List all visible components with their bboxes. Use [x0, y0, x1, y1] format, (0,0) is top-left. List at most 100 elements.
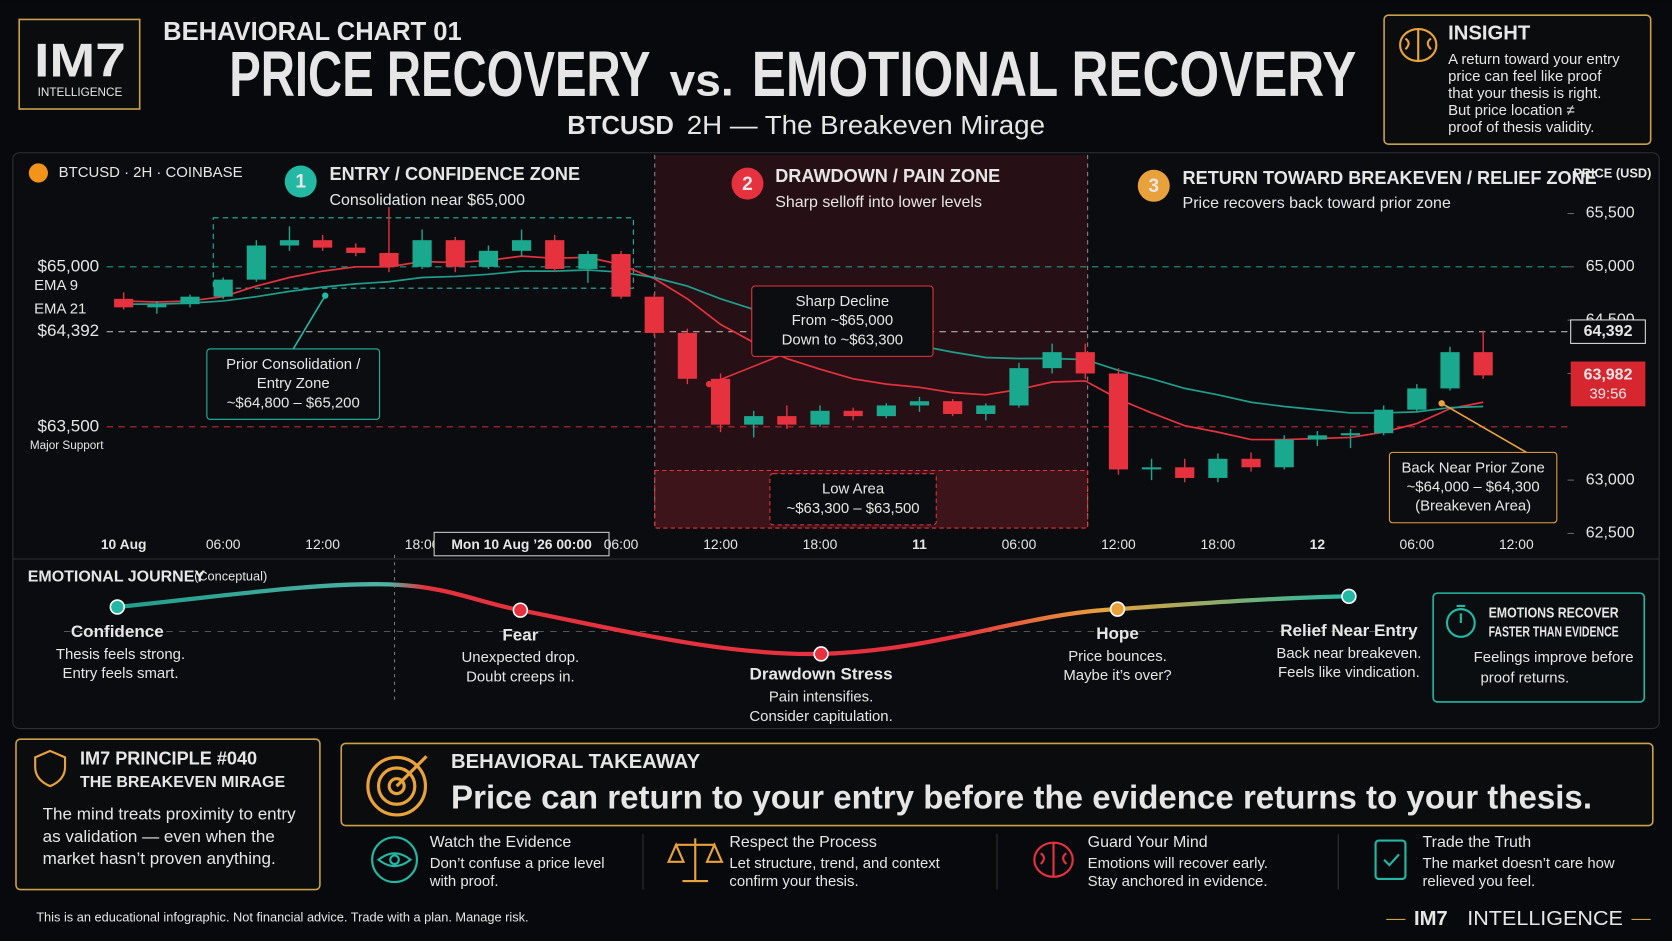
title-left: PRICE RECOVERY [229, 38, 650, 110]
arrow-head [705, 380, 713, 388]
candle-body [1407, 388, 1427, 410]
annotation-text: Prior Consolidation / [226, 356, 361, 373]
x-tick-label: 18:00 [803, 536, 838, 552]
zone-number: 1 [295, 172, 306, 193]
candle-body [710, 378, 731, 425]
tip-text: Stay anchored in evidence. [1088, 873, 1268, 890]
y-axis-title: PRICE (USD) [1573, 165, 1651, 180]
chart-panel [12, 152, 1660, 730]
candle-body [279, 240, 300, 246]
candle-body [1374, 409, 1394, 434]
x-tick-label: 10 Aug [101, 536, 147, 552]
title-right: EMOTIONAL RECOVERY [752, 38, 1357, 110]
candle-body [644, 296, 664, 333]
candle-body [511, 240, 532, 251]
candle-body [843, 410, 863, 417]
annotation-text: From ~$65,000 [792, 312, 894, 329]
countdown: 39:56 [1589, 386, 1626, 403]
x-tick-label: 12 [1310, 536, 1326, 552]
tip-title: Respect the Process [729, 834, 876, 851]
annotation-box [206, 348, 381, 420]
y-tick-label: 65,500 [1586, 205, 1635, 222]
candle-body [876, 405, 896, 417]
callout-text: Feelings improve before [1474, 649, 1634, 666]
tip-text: relieved you feel. [1422, 873, 1535, 890]
annotation-box [769, 473, 937, 526]
callout-title: FASTER THAN EVIDENCE [1489, 624, 1619, 641]
x-tick-label: 06:00 [1002, 536, 1037, 552]
footer-brand-sub: INTELLIGENCE [1467, 908, 1623, 930]
candle-body [1208, 458, 1228, 478]
disclaimer: This is an educational infographic. Not … [36, 910, 528, 925]
insight-text: that your thesis is right. [1448, 85, 1601, 102]
annotation-text: (Breakeven Area) [1415, 498, 1531, 515]
price-label-box [1570, 319, 1646, 344]
stage-dot [813, 646, 829, 662]
candle-body [1440, 352, 1460, 389]
tip-text: Emotions will recover early. [1088, 855, 1268, 872]
insight-text: A return toward your entry [1448, 51, 1620, 68]
stage-text: Maybe it’s over? [1063, 667, 1171, 684]
stage-name: Hope [1096, 624, 1139, 643]
candle-body [744, 416, 764, 425]
journey-title: EMOTIONAL JOURNEY [28, 568, 206, 585]
stage-text: Price bounces. [1068, 648, 1167, 665]
crosshair-label-box [433, 531, 610, 557]
last-price-box [1570, 361, 1646, 407]
y-tick-label: 65,000 [1586, 258, 1635, 275]
chart-title: BTCUSD · 2H · COINBASE [59, 164, 243, 181]
candle-body [180, 296, 200, 305]
candle-body [578, 254, 598, 269]
stopwatch-icon [1445, 604, 1476, 638]
tip-title: Trade the Truth [1422, 834, 1531, 851]
footer-brand: IM7 [1414, 908, 1448, 930]
zone-subtitle: Consolidation near $65,000 [329, 192, 525, 209]
principle-subtitle: THE BREAKEVEN MIRAGE [80, 774, 285, 791]
ema-line [123, 255, 1484, 441]
candle-body [1141, 467, 1162, 470]
callout-text: proof returns. [1481, 669, 1570, 686]
insight-title: INSIGHT [1448, 23, 1531, 45]
candle-body [246, 245, 266, 280]
annotation-text: Low Area [822, 481, 885, 498]
brain-icon [1399, 27, 1438, 63]
candle-body [379, 252, 399, 267]
candle-body [1473, 352, 1493, 376]
symbol: BTCUSD [567, 112, 674, 140]
zone-title: RETURN TOWARD BREAKEVEN / RELIEF ZONE [1183, 168, 1597, 188]
tip-text: Let structure, trend, and context [729, 855, 940, 872]
annotation-text: Down to ~$63,300 [782, 331, 903, 348]
logo-box [18, 18, 141, 110]
title-vs: vs. [670, 55, 734, 105]
callout-box [1432, 592, 1646, 703]
tip-title: Guard Your Mind [1088, 834, 1208, 851]
arrow-head [1438, 400, 1445, 407]
scale-icon [666, 838, 724, 883]
entry-zone-box [212, 217, 634, 289]
x-tick-label: 18:00 [1201, 536, 1236, 552]
candle-body [1175, 467, 1195, 478]
zone-title: ENTRY / CONFIDENCE ZONE [329, 164, 580, 184]
x-tick-label: 12:00 [1101, 536, 1136, 552]
candle-body [478, 250, 499, 267]
takeaway-title: BEHAVIORAL TAKEAWAY [451, 751, 701, 773]
target-icon [366, 755, 428, 817]
zone-badge [284, 165, 317, 198]
brain-icon [1033, 841, 1074, 878]
stage-text: Doubt creeps in. [466, 668, 575, 685]
takeaway-text: Price can return to your entry before th… [451, 780, 1592, 817]
candle-body [943, 401, 963, 414]
y-tick-label: 62,500 [1586, 525, 1635, 542]
candle-body [313, 240, 333, 248]
stage-dot [109, 599, 126, 615]
principle-title: IM7 PRINCIPLE #040 [80, 748, 257, 768]
insight-box [1383, 14, 1652, 146]
candle-body [909, 401, 930, 406]
annotation-box [1388, 451, 1558, 524]
candle-body [346, 247, 366, 253]
candle-body [976, 405, 996, 414]
reference-label: $63,500 [38, 416, 100, 435]
stage-dot [1341, 588, 1357, 605]
